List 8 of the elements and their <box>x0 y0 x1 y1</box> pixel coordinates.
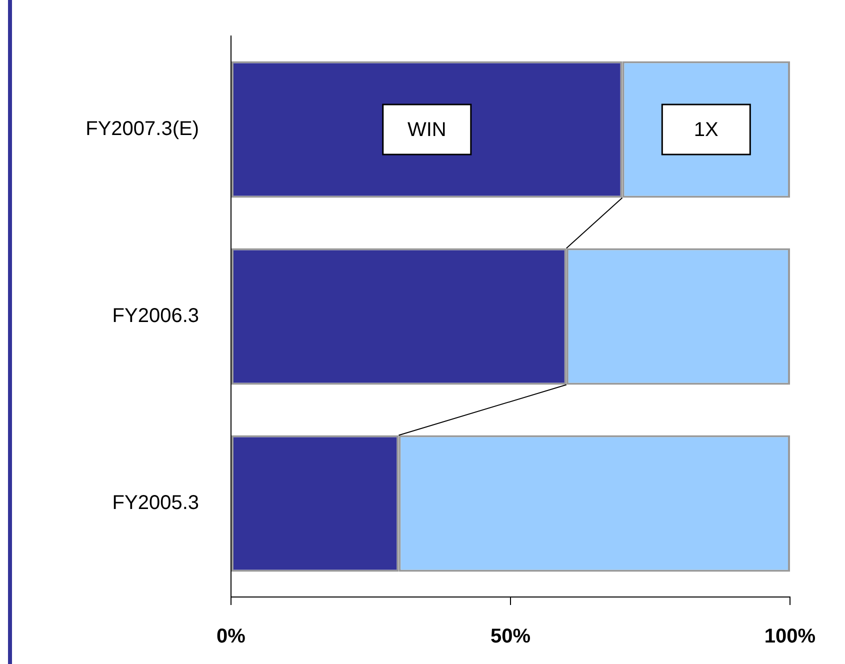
x-tick-label: 0% <box>216 626 246 648</box>
x-tick-label: 50% <box>490 626 531 648</box>
series-label: WIN <box>407 119 446 142</box>
y-tick-label: FY2007.3(E) <box>86 118 199 140</box>
x-tick-label: 100% <box>764 626 816 648</box>
y-tick-label: FY2006.3 <box>112 305 199 328</box>
y-tick-label: FY2005.3 <box>112 492 199 514</box>
series-label: 1X <box>694 119 718 142</box>
